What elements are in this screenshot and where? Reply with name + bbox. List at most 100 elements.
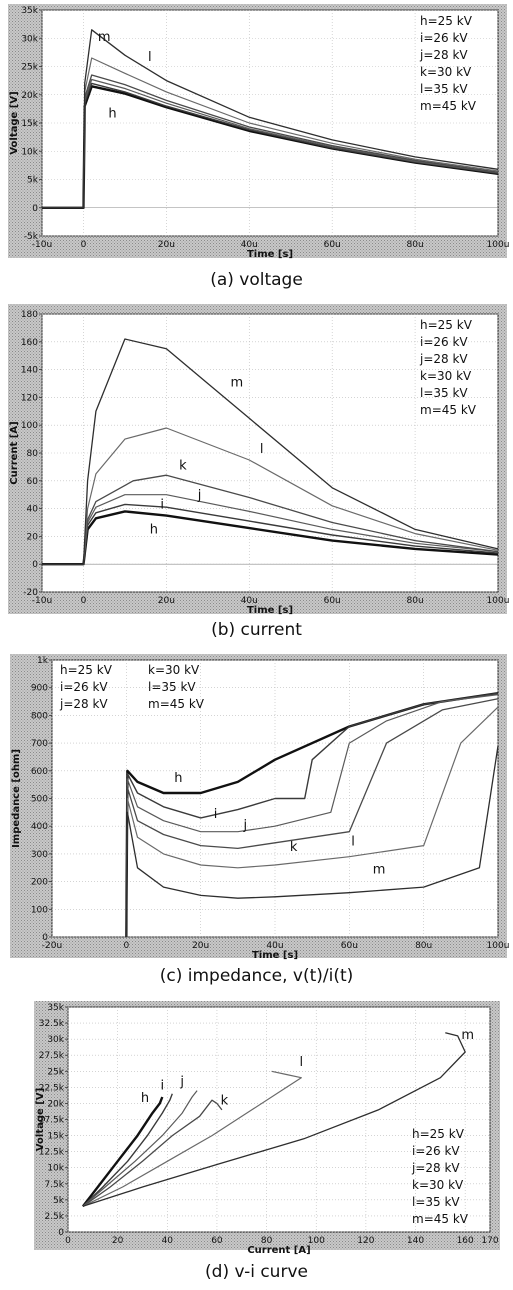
series-line-j [82,1090,198,1207]
x-tick-label: 40u [241,596,258,606]
y-tick-label: 20k [21,91,38,101]
x-tick-label: 140 [407,1236,424,1246]
y-tick-label: 400 [31,822,48,832]
y-tick-label: 100 [31,905,48,915]
curve-label-l: l [260,442,264,457]
curve-label-k: k [221,1094,229,1109]
y-tick-label: 0 [58,1228,64,1238]
x-tick-label: 80u [407,240,424,250]
x-axis-label: Time [s] [252,950,298,961]
y-tick-label: 0 [42,933,48,943]
curve-label-h: h [174,771,182,786]
curve-label-j: j [242,818,247,833]
x-tick-label: 0 [123,941,129,951]
caption-b: (b) current [211,620,302,640]
y-tick-label: 40 [27,505,39,515]
series-line-m [42,29,499,209]
y-tick-label: 600 [31,767,48,777]
x-tick-label: -10u [32,596,52,606]
y-tick-label: 120 [21,393,38,403]
legend-entry: i=26 kV [412,1144,460,1158]
chart-panel-c: -20u 0 20u 40u 60u 80u 100u 0 100 200 300 400 500 600… [0,650,513,962]
curve-label-m: m [373,862,386,877]
y-tick-label: 10k [21,147,38,157]
y-tick-label: 80 [27,449,39,459]
x-tick-label: 60u [324,596,341,606]
y-axis-label: Voltage [V] [9,91,20,154]
x-tick-label: 170 [481,1236,498,1246]
y-tick-label: 35k [47,1003,64,1013]
y-tick-label: 900 [31,684,48,694]
y-tick-label: 20 [27,532,39,542]
legend-entry: k=30 kV [412,1178,464,1192]
x-tick-label: 20 [112,1236,124,1246]
y-tick-label: 30k [21,34,38,44]
x-tick-label: 40u [241,240,258,250]
y-tick-label: 0 [32,204,38,214]
x-tick-label: 20u [158,240,175,250]
legend-entry: l=35 kV [420,82,468,96]
y-tick-label: 15k [47,1132,64,1142]
x-tick-label: 120 [357,1236,374,1246]
curve-label-h: h [150,523,158,538]
y-tick-label: 17.5k [39,1116,65,1126]
legend-entry: j=28 kV [419,48,468,62]
y-tick-label: 25k [21,63,38,73]
legend-entry: j=28 kV [59,697,108,711]
y-tick-label: 35k [21,6,38,16]
legend-entry: i=26 kV [420,31,468,45]
legend-entry: k=30 kV [420,65,472,79]
series-line-k [125,698,499,938]
impedance-chart: -20u 0 20u 40u 60u 80u 100u0100200300400500600… [10,654,510,961]
legend-entry: k=30 kV [148,663,200,677]
curve-label-l: l [300,1055,304,1070]
curve-label-k: k [290,840,298,855]
series-line-k [82,1099,223,1207]
series-line-m [82,1032,466,1207]
caption-d: (d) v-i curve [205,1262,308,1282]
y-tick-label: 25k [47,1067,64,1077]
series-line-h [81,1096,164,1208]
y-tick-label: 100 [21,421,38,431]
series-line-m [42,338,499,565]
x-tick-label: 40u [266,941,283,951]
x-axis-label: Time [s] [247,249,293,260]
x-axis-label: Time [s] [247,605,293,616]
curve-label-k: k [179,459,187,474]
x-tick-label: 160 [457,1236,474,1246]
x-tick-label: -20u [42,941,62,951]
legend-entry: j=28 kV [419,352,468,366]
y-tick-label: 30k [47,1035,64,1045]
chart-panel-b: -10u 0 20u 40u 60u 80u 100u -20 0 20 40 60 80 100 120 1… [0,300,513,618]
legend-entry: i=26 kV [60,680,108,694]
legend-entry: l=35 kV [148,680,196,694]
x-tick-label: 100u [487,240,510,250]
x-tick-label: 60u [324,240,341,250]
x-tick-label: 0 [81,240,87,250]
x-tick-label: 20u [158,596,175,606]
y-tick-label: 0 [32,560,38,570]
curve-label-i: i [160,498,164,513]
series-line-l [82,1070,302,1207]
legend-entry: m=45 kV [148,697,205,711]
series-line-m [125,745,499,938]
legend-entry: l=35 kV [420,386,468,400]
legend-entry: h=25 kV [420,318,473,332]
y-tick-label: 140 [21,366,38,376]
caption-c: (c) impedance, v(t)/i(t) [159,966,354,986]
curve-label-h: h [108,106,116,121]
x-tick-label: 80 [261,1236,273,1246]
series-line-l [42,427,499,565]
caption-a: (a) voltage [210,270,303,290]
x-tick-label: 60u [341,941,358,951]
y-tick-label: -5k [24,232,39,242]
series-line-j [125,694,499,938]
x-tick-label: 80u [407,596,424,606]
x-tick-label: 100u [487,941,510,951]
x-axis-label: Current [A] [247,1245,310,1255]
current-chart: -10u 0 20u 40u 60u 80u 100u -20 0 20 40 60 80 100 120 1… [8,304,509,616]
curve-label-j: j [179,1074,184,1089]
y-tick-label: 60 [27,477,39,487]
legend-entry: l=35 kV [412,1195,460,1209]
curve-label-l: l [148,50,152,65]
